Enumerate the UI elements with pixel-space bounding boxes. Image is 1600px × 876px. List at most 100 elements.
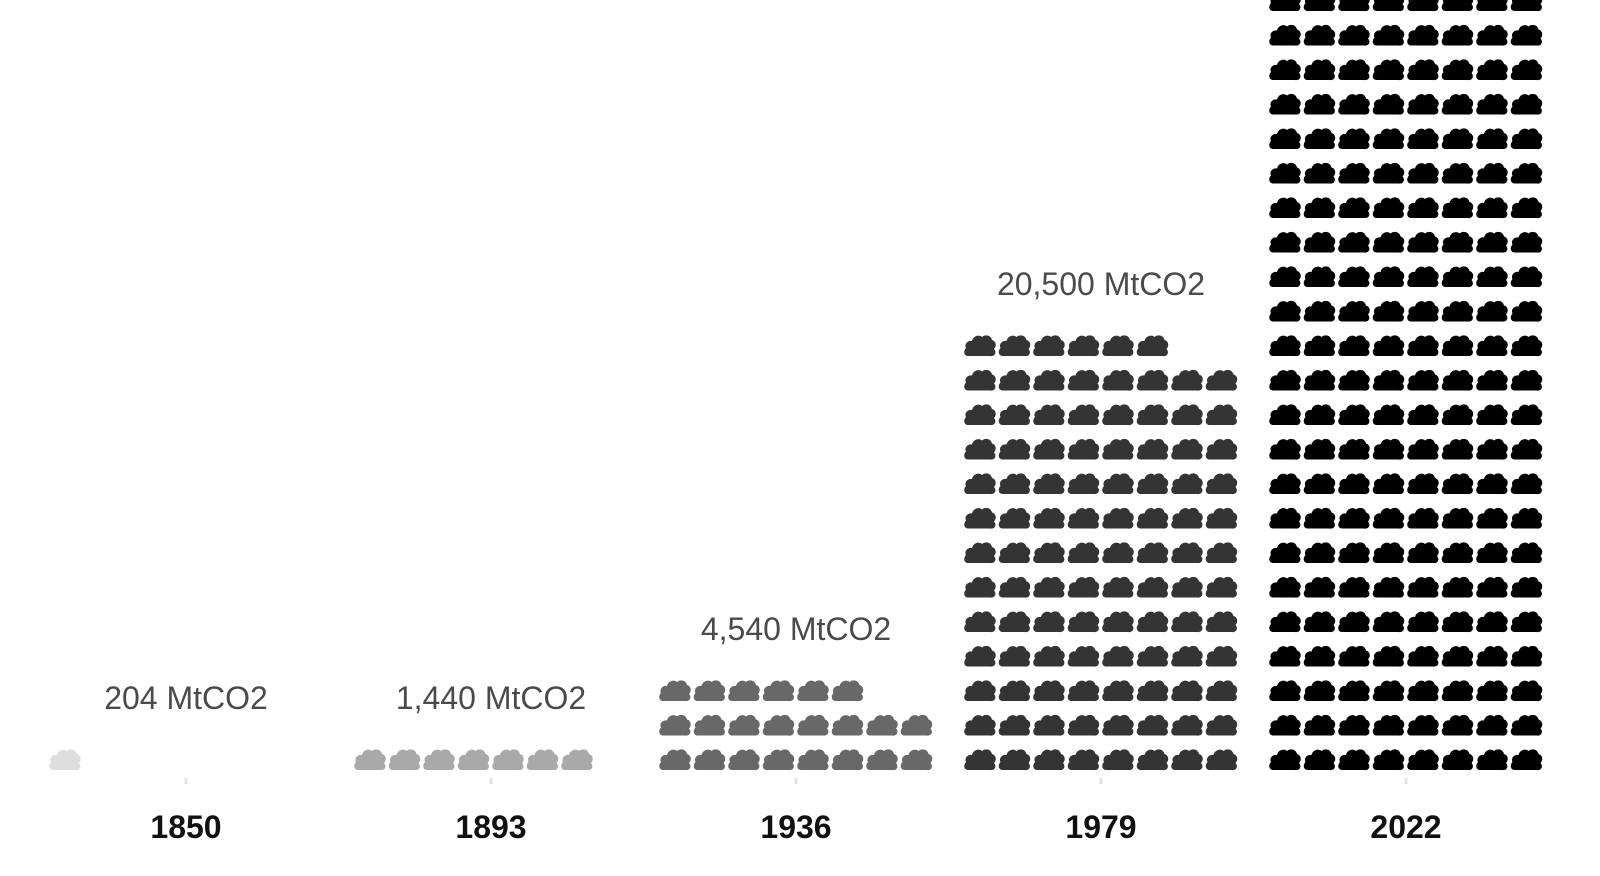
smoke-cloud-icon <box>1338 680 1370 702</box>
smoke-cloud-icon <box>1205 611 1238 633</box>
smoke-cloud-icon <box>1269 507 1301 529</box>
smoke-cloud-icon <box>1338 749 1370 771</box>
smoke-cloud-icon <box>1476 300 1508 322</box>
smoke-cloud-icon <box>1407 680 1439 702</box>
smoke-cloud-icon <box>998 645 1031 667</box>
smoke-cloud-icon <box>998 749 1031 771</box>
smoke-cloud-icon <box>1510 162 1543 184</box>
smoke-cloud-icon <box>1372 128 1405 150</box>
smoke-cloud-icon <box>1372 680 1405 702</box>
smoke-cloud-icon <box>1067 749 1100 771</box>
smoke-cloud-icon <box>964 404 996 426</box>
columns-layer <box>49 0 1543 784</box>
smoke-cloud-icon <box>1102 404 1134 426</box>
smoke-cloud-icon <box>659 749 691 771</box>
smoke-cloud-icon <box>964 438 996 460</box>
smoke-cloud-icon <box>1067 507 1100 529</box>
labels-layer: 204 MtCO2 1850 1,440 MtCO2 1893 4,540 MtCO2 1… <box>104 266 1441 845</box>
smoke-cloud-icon <box>1303 404 1336 426</box>
smoke-cloud-icon <box>1407 749 1439 771</box>
smoke-cloud-icon <box>1476 0 1508 12</box>
smoke-cloud-icon <box>998 507 1031 529</box>
smoke-cloud-icon <box>1510 680 1543 702</box>
smoke-cloud-icon <box>1171 473 1203 495</box>
smoke-cloud-icon <box>1441 93 1474 115</box>
smoke-cloud-icon <box>1303 0 1336 12</box>
smoke-cloud-icon <box>1407 438 1439 460</box>
smoke-cloud-icon <box>1136 335 1169 357</box>
smoke-cloud-icon <box>1510 0 1543 12</box>
smoke-cloud-icon <box>1476 24 1508 46</box>
smoke-cloud-icon <box>1510 473 1543 495</box>
smoke-cloud-icon <box>1476 93 1508 115</box>
smoke-cloud-icon-partial <box>1171 335 1187 357</box>
smoke-cloud-icon <box>964 749 996 771</box>
smoke-cloud-icon <box>1441 0 1474 12</box>
smoke-cloud-icon <box>1136 369 1169 391</box>
smoke-cloud-icon <box>1102 542 1134 564</box>
smoke-cloud-icon <box>1476 231 1508 253</box>
smoke-cloud-icon <box>866 749 898 771</box>
smoke-cloud-icon <box>964 576 996 598</box>
smoke-cloud-icon <box>831 680 864 702</box>
smoke-cloud-icon <box>1303 473 1336 495</box>
smoke-cloud-icon <box>1205 438 1238 460</box>
smoke-cloud-icon <box>1269 59 1301 81</box>
smoke-cloud-icon <box>1067 714 1100 736</box>
axis-tick <box>489 778 493 784</box>
smoke-cloud-icon <box>998 611 1031 633</box>
smoke-cloud-icon <box>693 680 726 702</box>
smoke-cloud-icon <box>1441 24 1474 46</box>
smoke-cloud-icon <box>1372 369 1405 391</box>
smoke-cloud-icon <box>1033 576 1065 598</box>
smoke-cloud-icon <box>1205 749 1238 771</box>
smoke-cloud-icon <box>1269 128 1301 150</box>
smoke-cloud-icon <box>1476 507 1508 529</box>
smoke-cloud-icon <box>1269 93 1301 115</box>
smoke-cloud-icon <box>1338 335 1370 357</box>
smoke-cloud-icon <box>1136 680 1169 702</box>
smoke-cloud-icon <box>728 714 760 736</box>
smoke-cloud-icon <box>1372 714 1405 736</box>
smoke-cloud-icon <box>1033 680 1065 702</box>
smoke-cloud-icon <box>1067 335 1100 357</box>
smoke-cloud-icon <box>728 680 760 702</box>
smoke-cloud-icon <box>1067 369 1100 391</box>
smoke-cloud-icon <box>1338 438 1370 460</box>
smoke-cloud-icon <box>1269 300 1301 322</box>
pictogram-column-1850 <box>49 749 81 771</box>
smoke-cloud-icon <box>900 714 933 736</box>
smoke-cloud-icon <box>659 714 691 736</box>
smoke-cloud-icon <box>1407 576 1439 598</box>
smoke-cloud-icon <box>1407 162 1439 184</box>
smoke-cloud-icon <box>1510 714 1543 736</box>
smoke-cloud-icon <box>1269 680 1301 702</box>
smoke-cloud-icon <box>1510 335 1543 357</box>
smoke-cloud-icon <box>1372 266 1405 288</box>
smoke-cloud-icon <box>1269 404 1301 426</box>
smoke-cloud-icon <box>1136 645 1169 667</box>
smoke-cloud-icon <box>1510 749 1543 771</box>
smoke-cloud-icon <box>1303 231 1336 253</box>
smoke-cloud-icon <box>693 714 726 736</box>
smoke-cloud-icon <box>1510 93 1543 115</box>
pictogram-column-1936 <box>659 680 933 771</box>
smoke-cloud-icon <box>1303 162 1336 184</box>
smoke-cloud-icon <box>1510 59 1543 81</box>
smoke-cloud-icon <box>1033 335 1065 357</box>
smoke-cloud-icon <box>1303 645 1336 667</box>
smoke-cloud-icon <box>1102 335 1134 357</box>
smoke-cloud-icon <box>1510 542 1543 564</box>
smoke-cloud-icon <box>1102 714 1134 736</box>
smoke-cloud-icon <box>762 680 795 702</box>
value-label-1850: 204 MtCO2 <box>104 680 268 716</box>
smoke-cloud-icon <box>1441 576 1474 598</box>
smoke-cloud-icon <box>1510 300 1543 322</box>
smoke-cloud-icon <box>1476 473 1508 495</box>
smoke-cloud-icon <box>1303 714 1336 736</box>
smoke-cloud-icon <box>1269 231 1301 253</box>
smoke-cloud-icon <box>1303 576 1336 598</box>
smoke-cloud-icon <box>1338 24 1370 46</box>
smoke-cloud-icon <box>1338 266 1370 288</box>
smoke-cloud-icon <box>998 714 1031 736</box>
